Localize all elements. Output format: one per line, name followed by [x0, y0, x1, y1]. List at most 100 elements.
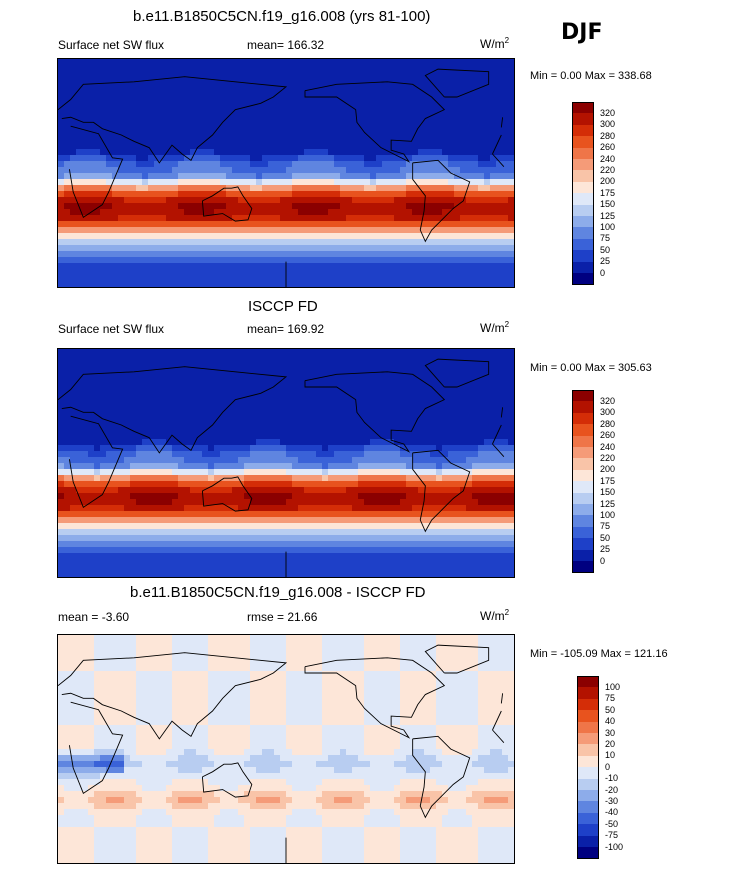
map-cell [130, 149, 137, 156]
map-cell [148, 415, 155, 422]
map-cell [256, 281, 263, 287]
map-cell [292, 275, 299, 282]
map-cell [304, 251, 311, 258]
map-cell [226, 233, 233, 240]
map-cell [448, 143, 455, 150]
map-cell [442, 367, 449, 374]
map-cell [478, 457, 485, 464]
map-cell [274, 161, 281, 168]
map-cell [292, 83, 299, 90]
map-cell [502, 155, 509, 162]
map-cell [358, 475, 365, 482]
map-cell [112, 227, 119, 234]
map-cell [112, 475, 119, 482]
map-cell [478, 349, 485, 356]
map-cell [436, 409, 443, 416]
map-cell [424, 451, 431, 458]
map-cell [358, 227, 365, 234]
map-cell [418, 119, 425, 126]
map-cell [388, 77, 395, 84]
map-cell [478, 197, 485, 204]
map-cell [490, 451, 497, 458]
map-cell [274, 457, 281, 464]
map-cell [268, 137, 275, 144]
map-cell [496, 409, 503, 416]
map-cell [394, 403, 401, 410]
map-cell [166, 107, 173, 114]
map-cell [322, 107, 329, 114]
map-cell [232, 209, 239, 216]
map-cell [214, 197, 221, 204]
map-cell [466, 445, 473, 452]
map-cell [64, 59, 71, 66]
map-cell [268, 481, 275, 488]
map-cell [472, 433, 479, 440]
map-cell [502, 481, 509, 488]
map-cell [196, 361, 203, 368]
map-cell [178, 493, 185, 500]
map-cell [442, 251, 449, 258]
map-cell [358, 239, 365, 246]
map-cell [256, 397, 263, 404]
map-cell [82, 361, 89, 368]
map-cell [304, 275, 311, 282]
map-cell [316, 197, 323, 204]
map-cell [358, 421, 365, 428]
map-cell [88, 221, 95, 228]
map-cell [430, 439, 437, 446]
map-cell [244, 233, 251, 240]
map-cell [190, 245, 197, 252]
map-cell [76, 421, 83, 428]
map-cell [130, 439, 137, 446]
map-cell [370, 95, 377, 102]
map-cell [304, 385, 311, 392]
map-cell [220, 83, 227, 90]
map-cell [304, 119, 311, 126]
map-cell [100, 137, 107, 144]
map-cell [196, 421, 203, 428]
map-cell [442, 197, 449, 204]
map-cell [64, 361, 71, 368]
map-cell [394, 493, 401, 500]
map-cell [466, 239, 473, 246]
map-cell [154, 203, 161, 210]
map-cell [424, 463, 431, 470]
map-cell [184, 391, 191, 398]
map-cell [274, 107, 281, 114]
map-cell [76, 403, 83, 410]
map-cell [304, 505, 311, 512]
panel-model-units: W/m2 [480, 36, 510, 51]
map-cell [292, 415, 299, 422]
map-cell [484, 149, 491, 156]
map-cell [304, 269, 311, 276]
map-cell [118, 505, 125, 512]
map-cell [352, 119, 359, 126]
map-cell [280, 415, 287, 422]
map-cell [400, 493, 407, 500]
map-cell [430, 143, 437, 150]
map-cell [136, 59, 143, 66]
map-cell [418, 191, 425, 198]
map-cell [430, 221, 437, 228]
map-cell [190, 379, 197, 386]
map-cell [94, 493, 101, 500]
map-cell [94, 463, 101, 470]
map-cell [184, 251, 191, 258]
map-cell [196, 385, 203, 392]
map-cell [478, 143, 485, 150]
map-cell [106, 379, 113, 386]
map-cell [310, 469, 317, 476]
map-cell [166, 257, 173, 264]
map-cell [352, 149, 359, 156]
map-cell [460, 421, 467, 428]
map-cell [286, 469, 293, 476]
map-cell [76, 263, 83, 270]
map-cell [214, 391, 221, 398]
map-cell [382, 263, 389, 270]
map-cell [424, 191, 431, 198]
map-cell [82, 161, 89, 168]
map-cell [388, 403, 395, 410]
map-cell [442, 113, 449, 120]
map-cell [292, 197, 299, 204]
map-cell [232, 385, 239, 392]
